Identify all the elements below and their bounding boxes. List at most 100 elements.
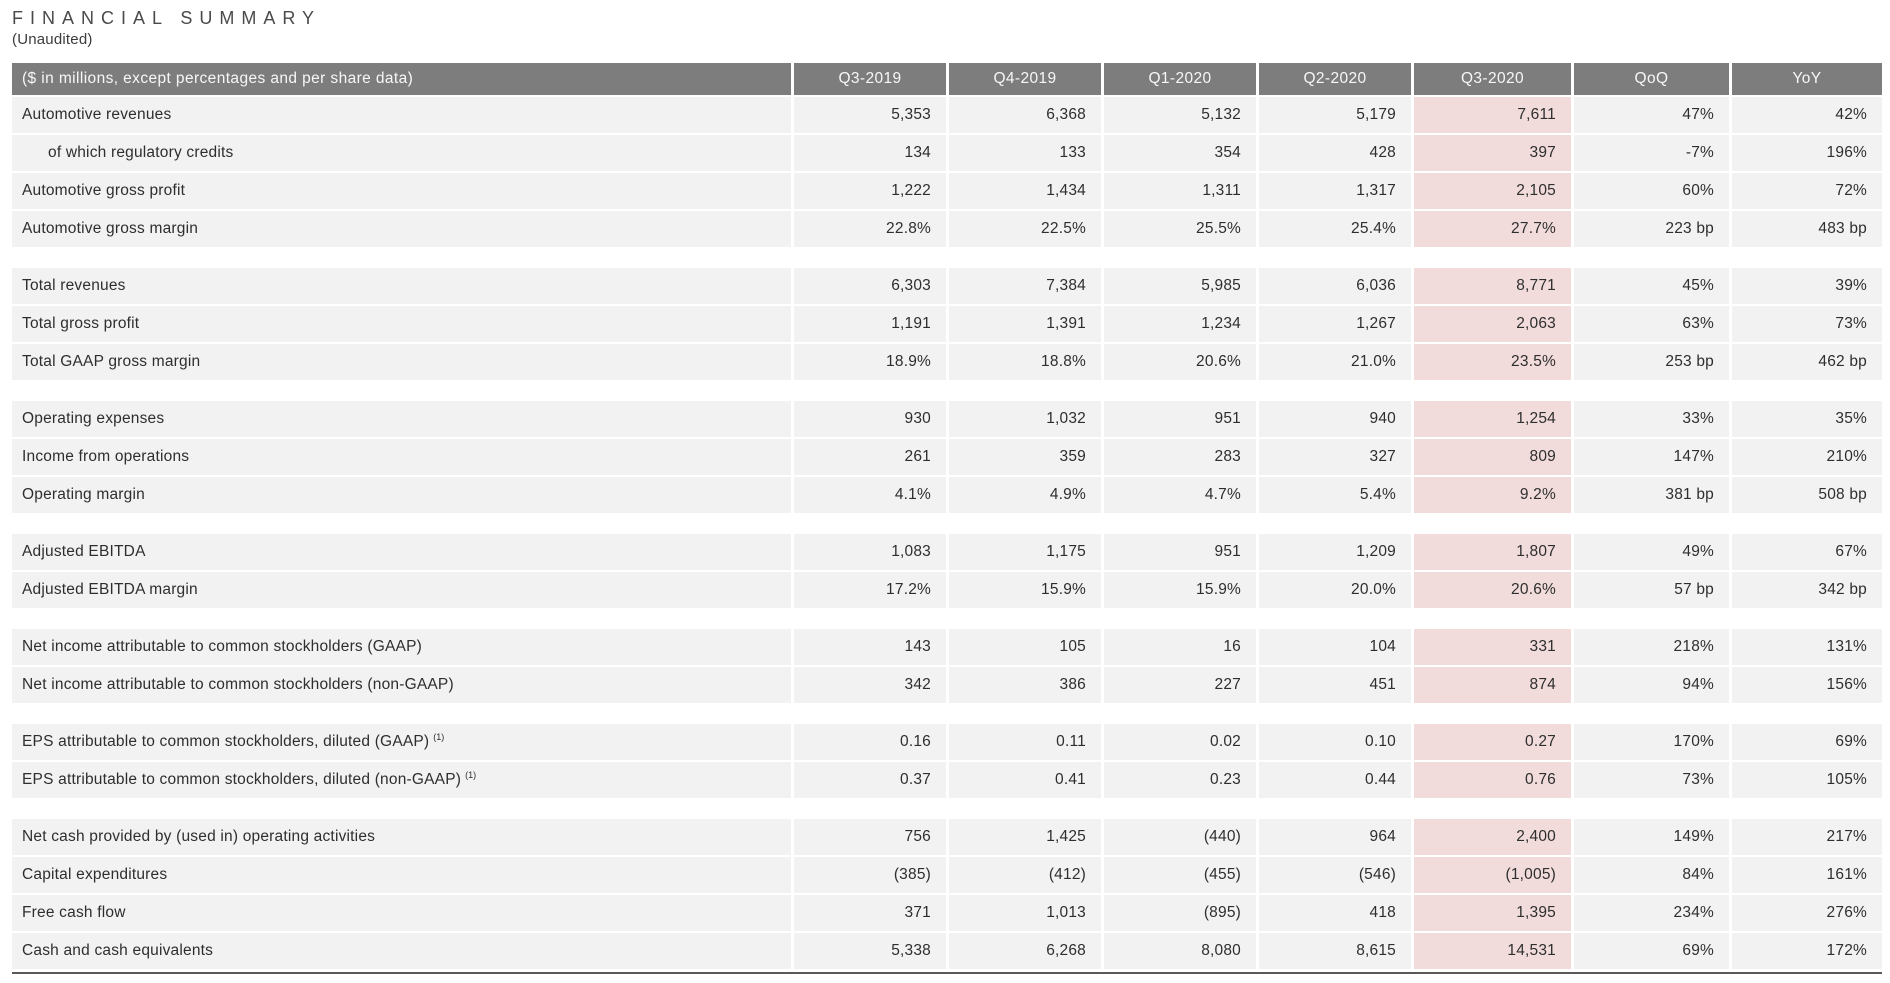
table-bottom-border: [12, 972, 1882, 974]
value-cell: (412): [949, 857, 1101, 893]
highlighted-value-cell: 9.2%: [1414, 477, 1571, 513]
table-row: Net income attributable to common stockh…: [12, 667, 1882, 703]
footnote-marker: (1): [465, 770, 477, 780]
value-cell: 386: [949, 667, 1101, 703]
value-cell: 22.8%: [794, 211, 946, 247]
value-cell: 47%: [1574, 97, 1729, 133]
value-cell: 49%: [1574, 534, 1729, 570]
table-row: Free cash flow 371 1,013 (895) 418 1,395…: [12, 895, 1882, 931]
value-cell: 359: [949, 439, 1101, 475]
table-section: Total revenues 6,303 7,384 5,985 6,036 8…: [12, 268, 1882, 380]
value-cell: 0.16: [794, 724, 946, 760]
value-cell: 1,434: [949, 173, 1101, 209]
value-cell: 964: [1259, 819, 1411, 855]
value-cell: 6,368: [949, 97, 1101, 133]
value-cell: 234%: [1574, 895, 1729, 931]
column-header-q2-2020: Q2-2020: [1259, 63, 1411, 95]
value-cell: 0.41: [949, 762, 1101, 798]
value-cell: 8,080: [1104, 933, 1256, 969]
highlighted-value-cell: 2,063: [1414, 306, 1571, 342]
value-cell: 253 bp: [1574, 344, 1729, 380]
value-cell: 20.0%: [1259, 572, 1411, 608]
value-cell: 217%: [1732, 819, 1882, 855]
table-row: Operating margin 4.1% 4.9% 4.7% 5.4% 9.2…: [12, 477, 1882, 513]
table-row: Total gross profit 1,191 1,391 1,234 1,2…: [12, 306, 1882, 342]
value-cell: 5,353: [794, 97, 946, 133]
value-cell: 6,036: [1259, 268, 1411, 304]
value-cell: 354: [1104, 135, 1256, 171]
highlighted-value-cell: 0.27: [1414, 724, 1571, 760]
highlighted-value-cell: 397: [1414, 135, 1571, 171]
highlighted-value-cell: 7,611: [1414, 97, 1571, 133]
value-cell: 21.0%: [1259, 344, 1411, 380]
row-label: Total revenues: [22, 277, 126, 294]
row-label: Cash and cash equivalents: [22, 942, 214, 959]
table-row: EPS attributable to common stockholders,…: [12, 762, 1882, 798]
highlighted-value-cell: 1,395: [1414, 895, 1571, 931]
value-cell: 16: [1104, 629, 1256, 665]
value-cell: (440): [1104, 819, 1256, 855]
table-row: of which regulatory credits 134 133 354 …: [12, 135, 1882, 171]
table-row: Net income attributable to common stockh…: [12, 629, 1882, 665]
table-header-row: ($ in millions, except percentages and p…: [12, 63, 1882, 95]
value-cell: 4.7%: [1104, 477, 1256, 513]
value-cell: 149%: [1574, 819, 1729, 855]
value-cell: 1,083: [794, 534, 946, 570]
highlighted-value-cell: 874: [1414, 667, 1571, 703]
value-cell: 8,615: [1259, 933, 1411, 969]
table-row: Adjusted EBITDA 1,083 1,175 951 1,209 1,…: [12, 534, 1882, 570]
row-label: Net cash provided by (used in) operating…: [22, 828, 376, 845]
table-row: Income from operations 261 359 283 327 8…: [12, 439, 1882, 475]
value-cell: 104: [1259, 629, 1411, 665]
value-cell: 0.02: [1104, 724, 1256, 760]
value-cell: 69%: [1574, 933, 1729, 969]
value-cell: 756: [794, 819, 946, 855]
table-row: Net cash provided by (used in) operating…: [12, 819, 1882, 855]
column-header-q4-2019: Q4-2019: [949, 63, 1101, 95]
row-label: Capital expenditures: [22, 866, 168, 883]
value-cell: 18.9%: [794, 344, 946, 380]
highlighted-value-cell: 20.6%: [1414, 572, 1571, 608]
table-row: Operating expenses 930 1,032 951 940 1,2…: [12, 401, 1882, 437]
value-cell: 1,425: [949, 819, 1101, 855]
value-cell: 371: [794, 895, 946, 931]
table-section: Net income attributable to common stockh…: [12, 629, 1882, 703]
highlighted-value-cell: 8,771: [1414, 268, 1571, 304]
value-cell: 1,209: [1259, 534, 1411, 570]
footnote-marker: (1): [433, 732, 445, 742]
row-label: Income from operations: [22, 448, 190, 465]
value-cell: 0.11: [949, 724, 1101, 760]
row-label: Net income attributable to common stockh…: [22, 676, 454, 693]
value-cell: 381 bp: [1574, 477, 1729, 513]
value-cell: 15.9%: [949, 572, 1101, 608]
value-cell: 5,132: [1104, 97, 1256, 133]
value-cell: 105: [949, 629, 1101, 665]
value-cell: 7,384: [949, 268, 1101, 304]
value-cell: 196%: [1732, 135, 1882, 171]
table-row: Cash and cash equivalents 5,338 6,268 8,…: [12, 933, 1882, 969]
row-label: Automotive gross margin: [22, 220, 199, 237]
value-cell: 63%: [1574, 306, 1729, 342]
value-cell: 283: [1104, 439, 1256, 475]
value-cell: 4.1%: [794, 477, 946, 513]
value-cell: 6,303: [794, 268, 946, 304]
value-cell: 4.9%: [949, 477, 1101, 513]
value-cell: 5,338: [794, 933, 946, 969]
value-cell: 69%: [1732, 724, 1882, 760]
value-cell: 951: [1104, 534, 1256, 570]
table-section: Net cash provided by (used in) operating…: [12, 819, 1882, 969]
value-cell: (546): [1259, 857, 1411, 893]
value-cell: 940: [1259, 401, 1411, 437]
value-cell: 20.6%: [1104, 344, 1256, 380]
value-cell: 105%: [1732, 762, 1882, 798]
value-cell: 0.23: [1104, 762, 1256, 798]
value-cell: 1,013: [949, 895, 1101, 931]
highlighted-value-cell: 14,531: [1414, 933, 1571, 969]
value-cell: 1,391: [949, 306, 1101, 342]
value-cell: 483 bp: [1732, 211, 1882, 247]
highlighted-value-cell: 2,105: [1414, 173, 1571, 209]
column-header-yoy: YoY: [1732, 63, 1882, 95]
table-row: Adjusted EBITDA margin 17.2% 15.9% 15.9%…: [12, 572, 1882, 608]
value-cell: 22.5%: [949, 211, 1101, 247]
